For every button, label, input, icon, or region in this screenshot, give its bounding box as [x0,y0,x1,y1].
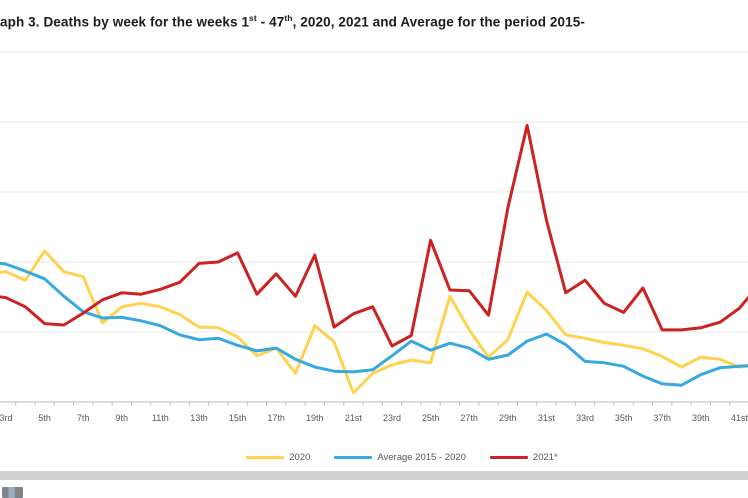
series-line-2021- [0,124,748,348]
x-axis-label: 35th [614,413,633,423]
legend-line-swatch [246,455,285,459]
x-axis-label: 15th [228,413,247,423]
x-axis-label: 31st [537,413,555,423]
chart-title-segment: st [249,13,257,23]
chart-title: aph 3. Deaths by week for the weeks 1st … [0,13,748,30]
x-axis-labels: 3rd 5th 7th 9th 11th 13th 15th 17th 19th 21st 23rd… [0,413,748,427]
legend-label: 2020 [289,451,311,463]
x-axis-label: 29th [499,413,517,423]
legend-label: Average 2015 - 2020 [377,451,466,463]
legend-item-average-2015-2020: Average 2015 - 2020 [334,452,466,463]
chart-title-segment: , 2020, 2021 and Average for the period … [292,14,585,30]
x-axis-label: 3rd [0,413,13,423]
legend-item-2021-: 2021* [489,451,558,463]
x-axis-label: 37th [653,413,671,423]
x-axis-label: 19th [306,413,324,423]
chart-title-segment: aph 3. Deaths by week for the weeks 1 [0,14,250,30]
x-axis-label: 9th [115,413,129,423]
x-axis-label: 5th [38,413,51,423]
x-axis-label: 27th [460,413,478,423]
chart-title-segment: th [284,13,293,23]
x-axis-label: 23rd [382,413,402,423]
x-axis-label: 11th [151,413,169,423]
legend-line-swatch [334,455,373,459]
horizontal-divider-bar [0,471,748,480]
series-line-average-2015-2020 [0,261,748,387]
chart-title-segment: - 47 [256,14,285,30]
x-axis-label: 13th [190,413,208,423]
deaths-line-chart [0,51,748,406]
chart-legend: 2020 Average 2015 - 2020 2021* [0,449,748,465]
x-axis-label: 33rd [575,413,595,423]
x-axis-label: 39th [692,413,710,423]
legend-label: 2021* [532,451,558,463]
x-axis-label: 41st [730,413,748,423]
x-axis-label: 17th [267,413,285,423]
legend-item-2020: 2020 [246,452,310,463]
x-axis-label: 7th [76,413,90,423]
x-axis-label: 21st [344,413,362,423]
legend-line-swatch [489,455,528,459]
x-axis-label: 25th [421,413,440,423]
series-line-2020 [0,249,748,395]
clipped-text-fragment [2,487,23,498]
